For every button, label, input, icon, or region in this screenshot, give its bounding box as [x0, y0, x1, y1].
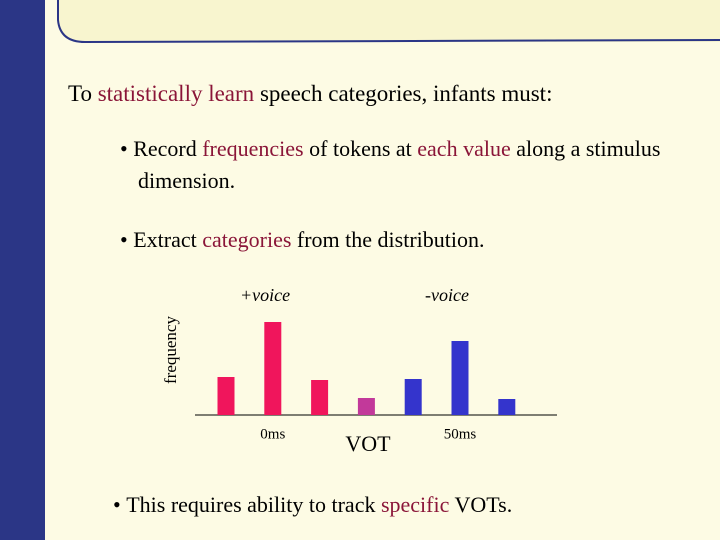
bar	[357, 398, 375, 415]
bar	[311, 380, 329, 415]
bar	[404, 379, 422, 415]
bar	[498, 399, 516, 415]
side-band	[0, 0, 45, 540]
bullet: • This requires ability to track specifi…	[113, 489, 713, 521]
text-run: from the distribution.	[291, 227, 485, 252]
header-panel	[45, 0, 720, 42]
bar	[217, 377, 235, 415]
bullet: • Extract categories from the distributi…	[120, 224, 700, 256]
text-run: statistically learn	[97, 81, 255, 106]
bullet-marker: •	[113, 492, 127, 517]
annotation: -voice	[425, 285, 469, 305]
x-tick-label: 0ms	[260, 426, 285, 442]
slide-title: To statistically learn speech categories…	[68, 78, 552, 110]
text-run: specific	[380, 492, 450, 517]
text-run: speech categories, infants must:	[254, 81, 553, 106]
x-tick-label: 50ms	[444, 426, 477, 442]
text-run: VOTs.	[449, 492, 513, 517]
x-axis-label: VOT	[345, 431, 391, 456]
text-run: categories	[202, 227, 292, 252]
text-run: Record	[133, 136, 203, 161]
bar	[264, 322, 282, 415]
text-run: This requires ability to track	[126, 492, 381, 517]
y-axis-label: frequency	[161, 316, 180, 384]
text-run: along a stimulus dimension.	[138, 136, 666, 193]
bar	[451, 341, 469, 415]
bullet-marker: •	[120, 136, 134, 161]
text-run: Extract	[133, 227, 203, 252]
text-run: To	[68, 81, 98, 106]
text-run: frequencies	[202, 136, 304, 161]
text-run: each value	[417, 136, 511, 161]
bullet: • Record frequencies of tokens at each v…	[120, 133, 718, 197]
annotation: +voice	[240, 285, 290, 305]
bullet-marker: •	[120, 227, 134, 252]
text-run: of tokens at	[303, 136, 418, 161]
header-line	[57, 0, 720, 44]
